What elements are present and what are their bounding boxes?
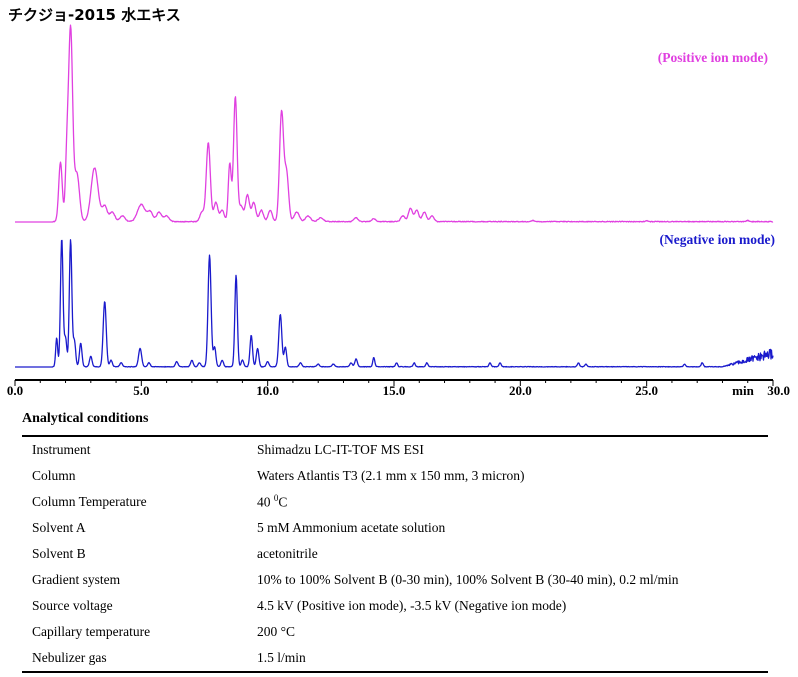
row-value: 1.5 l/min xyxy=(257,650,306,665)
row-value: 5 mM Ammonium acetate solution xyxy=(257,520,446,535)
negative-ion-trace xyxy=(14,239,774,368)
row-value: 10% to 100% Solvent B (0-30 min), 100% S… xyxy=(257,572,679,587)
table-row: Column Temperature 40 0C xyxy=(22,489,768,515)
row-label: Solvent B xyxy=(32,546,86,561)
conditions-heading: Analytical conditions xyxy=(22,411,149,426)
value-unit: C xyxy=(278,494,288,510)
row-value: Waters Atlantis T3 (2.1 mm x 150 mm, 3 m… xyxy=(257,468,525,483)
row-label: Source voltage xyxy=(32,598,113,613)
row-label: Nebulizer gas xyxy=(32,650,107,665)
x-tick-label: 25.0 xyxy=(635,383,658,398)
row-label: Column xyxy=(32,468,76,483)
x-tick-label: 20.0 xyxy=(509,383,532,398)
table-row: Solvent B acetonitrile xyxy=(22,541,768,567)
positive-ion-trace xyxy=(14,24,774,223)
table-row: Column Waters Atlantis T3 (2.1 mm x 150 m… xyxy=(22,463,768,489)
row-value: 4.5 kV (Positive ion mode), -3.5 kV (Neg… xyxy=(257,598,567,613)
x-tick-label: 0.0 xyxy=(7,383,23,398)
table-row: Source voltage 4.5 kV (Positive ion mode)… xyxy=(22,593,768,619)
value-number: 40 xyxy=(257,494,274,510)
value-degree-sup: 0 xyxy=(273,493,279,504)
table-row: Gradient system 10% to 100% Solvent B (0-… xyxy=(22,567,768,593)
table-row: Capillary temperature 200 °C xyxy=(22,619,768,645)
legend-positive: (Positive ion mode) xyxy=(658,50,768,65)
x-tick-label: 10.0 xyxy=(256,383,279,398)
row-value: 40 0C xyxy=(257,493,768,511)
row-label: Instrument xyxy=(32,442,91,457)
page-title: チクジョ-2015 水エキス xyxy=(8,6,181,24)
row-label: Capillary temperature xyxy=(32,624,151,639)
x-tick-label: 30.0 xyxy=(767,383,790,398)
row-value: acetonitrile xyxy=(257,546,318,561)
x-tick-label: 5.0 xyxy=(133,383,149,398)
chromatogram-chart: (Positive ion mode) (Negative ion mode) … xyxy=(7,24,790,398)
table-row: Solvent A 5 mM Ammonium acetate solution xyxy=(22,515,768,541)
x-tick-label: 15.0 xyxy=(383,383,406,398)
row-value: 200 °C xyxy=(257,624,296,639)
conditions-table: Instrument Shimadzu LC-IT-TOF MS ESI Colu… xyxy=(22,435,768,673)
row-value: Shimadzu LC-IT-TOF MS ESI xyxy=(257,442,424,457)
row-label: Column Temperature xyxy=(32,494,147,509)
table-row: Instrument Shimadzu LC-IT-TOF MS ESI xyxy=(22,437,768,463)
table-row: Nebulizer gas 1.5 l/min xyxy=(22,645,768,671)
legend-negative: (Negative ion mode) xyxy=(660,232,775,247)
row-label: Gradient system xyxy=(32,572,121,587)
row-label: Solvent A xyxy=(32,520,86,535)
x-axis-label: min xyxy=(732,383,754,398)
